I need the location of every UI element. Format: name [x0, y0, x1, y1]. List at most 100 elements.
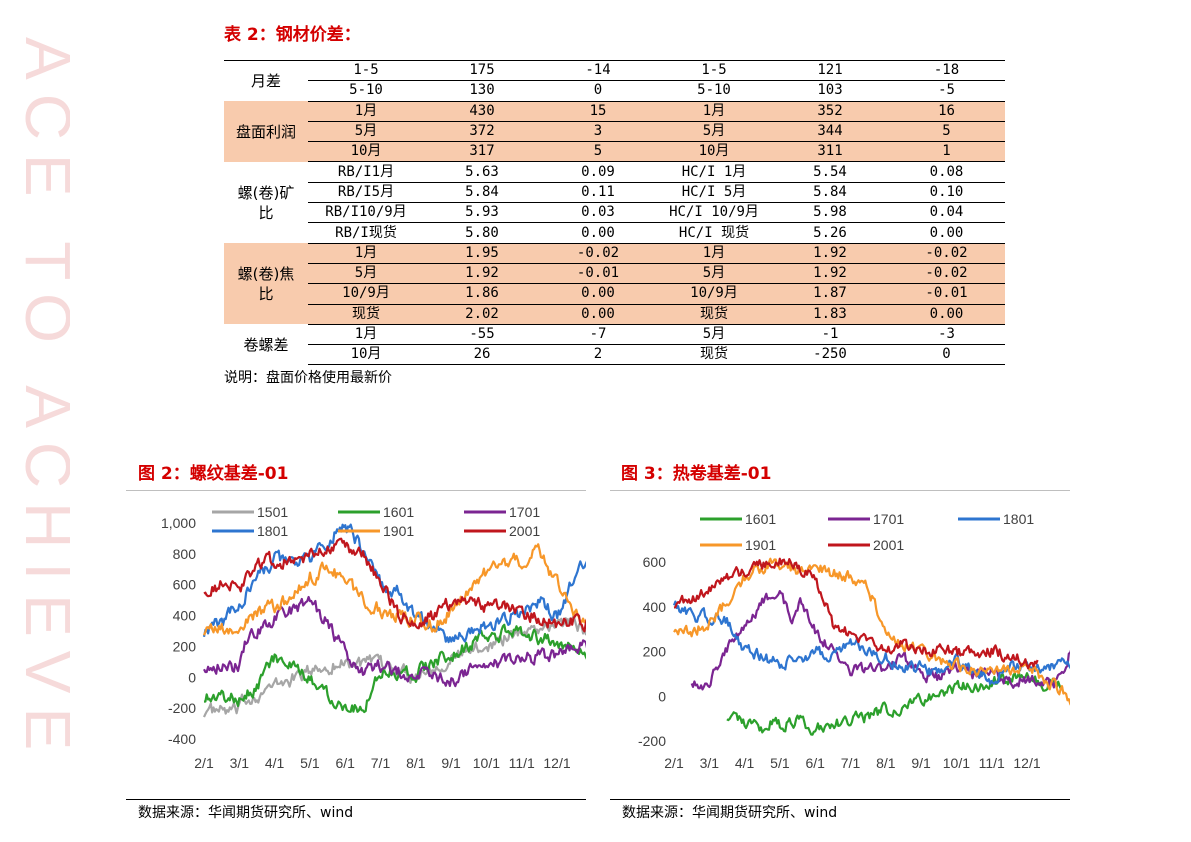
- table-cell: 1月: [308, 324, 424, 346]
- table-row: RB/I现货 5.80 0.00 HC/I 现货 5.26 0.00: [224, 222, 1005, 244]
- table-cell: 5: [540, 141, 656, 163]
- group-label: 卷螺差: [224, 324, 308, 365]
- table-cell: 1: [888, 141, 1005, 163]
- table-cell: 3: [540, 121, 656, 143]
- table-cell: 1.92: [772, 243, 888, 264]
- table-cell: -1: [772, 324, 888, 346]
- legend-label-1801: 1801: [257, 523, 288, 539]
- table-cell: 10月: [308, 344, 424, 366]
- series-line-1801: [202, 523, 586, 644]
- series-line-1501: [202, 614, 586, 718]
- series-line-1801: [672, 600, 1070, 685]
- y-tick-label: -400: [168, 731, 196, 747]
- table-cell: 5-10: [308, 80, 424, 102]
- table-cell: 0.03: [540, 202, 656, 224]
- series-line-2001: [673, 557, 1039, 670]
- table-cell: 5月: [308, 121, 424, 143]
- table-cell: 0.00: [540, 283, 656, 305]
- table-row: RB/I5月 5.84 0.11 HC/I 5月 5.84 0.10: [224, 182, 1005, 204]
- hrc-basis-chart: 600 400 200 0 -200 2/1 3/1 4/1 5/1 6/1 7/1 8/1 9/1 10…: [610, 490, 1070, 791]
- table-cell: 0.10: [888, 182, 1005, 204]
- table-cell: -14: [540, 60, 656, 82]
- table-cell: HC/I 5月: [656, 182, 772, 204]
- x-tick-label: 12/1: [543, 755, 570, 771]
- y-tick-label: 600: [173, 577, 197, 593]
- table-cell: -55: [424, 324, 540, 346]
- table-cell: 130: [424, 80, 540, 102]
- group-label: 螺(卷)焦比: [224, 243, 308, 325]
- x-tick-label: 7/1: [371, 755, 391, 771]
- legend-label-1501: 1501: [257, 504, 288, 520]
- table-cell: 121: [772, 60, 888, 82]
- table-row: 螺(卷)矿比 RB/I1月 5.63 0.09 HC/I 1月 5.54 0.08: [224, 161, 1005, 222]
- x-tick-label: 10/1: [943, 755, 970, 771]
- legend-label-1601: 1601: [383, 504, 414, 520]
- legend-label-1701: 1701: [873, 511, 904, 527]
- group-label-line: 月差: [250, 72, 281, 91]
- table-cell: 2.02: [424, 304, 540, 325]
- table-cell: 430: [424, 101, 540, 122]
- table-cell: 344: [772, 121, 888, 143]
- watermark-text: ACE TO ACHIEVE: [12, 37, 70, 765]
- table-cell: 5月: [656, 324, 772, 346]
- table-cell: 5.84: [772, 182, 888, 204]
- series-line-2001: [203, 537, 586, 633]
- y-tick-label: 600: [643, 554, 667, 570]
- table-cell: 10/9月: [656, 283, 772, 305]
- table-cell: 1-5: [308, 60, 424, 82]
- table-cell: 175: [424, 60, 540, 82]
- table-row: 5月 1.92 -0.01 5月 1.92 -0.02: [224, 263, 1005, 285]
- table-cell: RB/I10/9月: [308, 202, 424, 224]
- table-row: 螺(卷)焦比 1月 1.95 -0.02 1月 1.92 -0.02: [224, 243, 1005, 325]
- legend-label-1801: 1801: [1003, 511, 1034, 527]
- table-cell: 10/9月: [308, 283, 424, 305]
- x-tick-label: 7/1: [841, 755, 861, 771]
- group-label-line: 卷螺差: [243, 335, 289, 354]
- x-tick-label: 11/1: [979, 755, 1005, 771]
- table-cell: 103: [772, 80, 888, 102]
- table-cell: -0.01: [888, 283, 1005, 305]
- table-cell: 1月: [656, 101, 772, 122]
- x-tick-label: 3/1: [230, 755, 250, 771]
- table-cell: 0.11: [540, 182, 656, 204]
- table-cell: RB/I5月: [308, 182, 424, 204]
- table-cell: 5.26: [772, 222, 888, 244]
- x-tick-label: 9/1: [441, 755, 461, 771]
- table-cell: -5: [888, 80, 1005, 102]
- table-cell: -0.02: [888, 263, 1005, 285]
- y-tick-label: 400: [173, 608, 197, 624]
- legend-label-2001: 2001: [509, 523, 540, 539]
- table-cell: 0.00: [540, 222, 656, 244]
- series-line-1601: [726, 671, 1064, 736]
- watermark: ACE TO ACHIEVE: [0, 0, 70, 842]
- y-tick-label: 1,000: [161, 515, 196, 531]
- x-tick-label: 5/1: [300, 755, 320, 771]
- table-cell: 1.95: [424, 243, 540, 264]
- x-tick-label: 11/1: [509, 755, 535, 771]
- rebar-basis-chart: 1,000 800 600 400 200 0 -200 -400 2/1 3/1 4/1 5/1 6/…: [126, 490, 586, 791]
- x-tick-label: 8/1: [406, 755, 426, 771]
- table-cell: 0: [540, 80, 656, 102]
- table-cell: 0.00: [540, 304, 656, 325]
- table-row: 10月 317 5 10月 311 1: [224, 141, 1005, 163]
- table-cell: -18: [888, 60, 1005, 82]
- x-tick-label: 4/1: [735, 755, 755, 771]
- legend-label-1601: 1601: [745, 511, 776, 527]
- x-tick-label: 6/1: [335, 755, 355, 771]
- group-label-line: 比: [258, 284, 274, 303]
- group-label-line: 盘面利润: [235, 122, 296, 141]
- x-tick-label: 5/1: [770, 755, 790, 771]
- table-cell: 1月: [308, 101, 424, 122]
- table-row: 10/9月 1.86 0.00 10/9月 1.87 -0.01: [224, 283, 1005, 305]
- table-cell: 5.63: [424, 161, 540, 183]
- spread-table: 月差 1-5 175 -14 1-5 121 -18 5-10 130 0 5-10 103 -5 盘面利…: [224, 60, 1005, 366]
- rebar-basis-chart-svg: 1,000 800 600 400 200 0 -200 -400 2/1 3/1 4/1 5/1 6/…: [161, 504, 586, 771]
- table-cell: 0.00: [888, 222, 1005, 244]
- group-label-line: 螺(卷)焦: [237, 264, 295, 283]
- table-cell: 5.98: [772, 202, 888, 224]
- table-cell: 5月: [308, 263, 424, 285]
- table-cell: 5.93: [424, 202, 540, 224]
- table-cell: 0.04: [888, 202, 1005, 224]
- table-row: 5月 372 3 5月 344 5: [224, 121, 1005, 143]
- table-cell: 0: [888, 344, 1005, 366]
